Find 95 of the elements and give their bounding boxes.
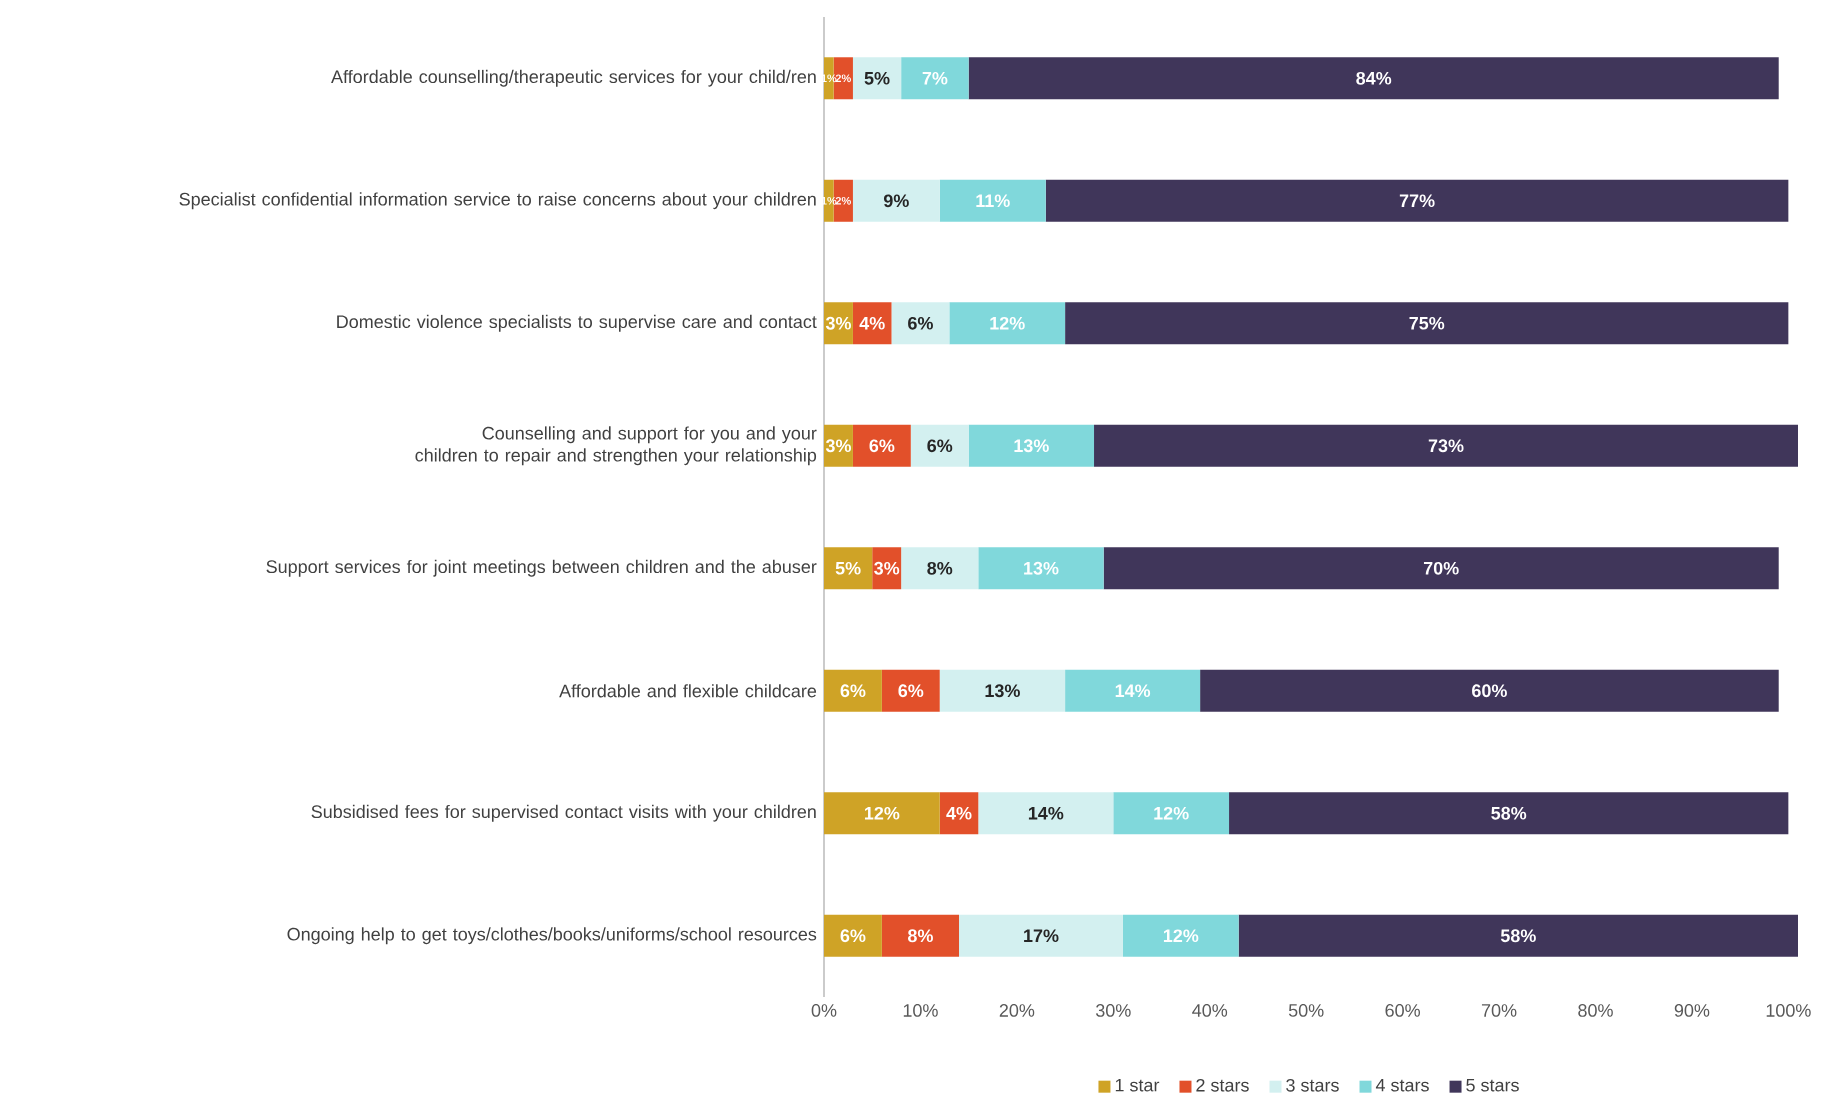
legend-label: 4 stars — [1375, 1078, 1429, 1092]
data-label: 7% — [922, 71, 948, 85]
y-tick-label: Specialist confidential information service to raise concerns about your children — [179, 192, 816, 210]
data-label: 13% — [985, 684, 1020, 698]
y-tick-label: Domestic violence specialists to supervise care and contact — [337, 314, 817, 332]
data-label: 84% — [1356, 71, 1392, 85]
data-label: 11% — [976, 194, 1010, 208]
data-label: 4% — [859, 316, 885, 330]
bar — [1200, 669, 1779, 712]
x-tick-label: 30% — [1095, 1004, 1131, 1017]
bar — [959, 914, 1123, 957]
data-label: 70% — [1423, 561, 1459, 575]
bar — [824, 914, 882, 957]
bar — [978, 547, 1104, 590]
data-label: 6% — [869, 439, 895, 453]
y-tick-label: Affordable and flexible childcare — [559, 684, 817, 698]
x-tick-label: 10% — [903, 1004, 938, 1017]
data-label: 17% — [1024, 929, 1059, 943]
bar — [968, 57, 1779, 100]
data-label: 6% — [927, 439, 953, 453]
data-label: 3% — [825, 316, 851, 330]
bar — [852, 179, 940, 222]
bar — [824, 669, 882, 712]
bar — [1045, 179, 1789, 222]
x-tick-label: 70% — [1481, 1004, 1517, 1017]
bar — [939, 792, 979, 835]
data-label: 3% — [825, 439, 851, 453]
data-label: 14% — [1115, 684, 1151, 698]
x-tick-label: 90% — [1674, 1004, 1710, 1017]
x-tick-label: 60% — [1385, 1004, 1420, 1017]
x-tick-label: 20% — [999, 1004, 1035, 1017]
bar — [939, 179, 1046, 222]
data-label: 6% — [840, 684, 866, 698]
data-label: 12% — [990, 316, 1025, 330]
x-tick-label: 50% — [1288, 1004, 1324, 1017]
bar — [824, 547, 873, 590]
y-tick-label: Ongoing help to get toys/clothes/books/uniforms/school resources — [287, 927, 817, 945]
bar — [1229, 792, 1789, 835]
bar — [1094, 424, 1798, 467]
legend-label: 3 stars — [1286, 1078, 1339, 1092]
data-label: 13% — [1024, 561, 1059, 575]
data-label: 58% — [1491, 806, 1527, 820]
bar — [852, 302, 892, 345]
legend-label: 1 star — [1115, 1078, 1160, 1092]
bar — [1065, 302, 1789, 345]
x-tick-label: 80% — [1578, 1004, 1613, 1017]
y-tick-label: Counselling and support for you and your children to repair and strengthen your relationship — [415, 426, 817, 466]
bar — [881, 914, 960, 957]
bar — [1103, 547, 1779, 590]
bar — [1238, 914, 1798, 957]
x-tick-label: 100% — [1766, 1004, 1811, 1017]
bar — [824, 792, 940, 835]
data-label: 9% — [883, 194, 909, 208]
bar — [901, 57, 969, 100]
bar — [978, 792, 1114, 835]
bar — [881, 669, 940, 712]
bar — [1122, 914, 1239, 957]
bar — [891, 302, 950, 345]
data-label: 12% — [1154, 806, 1189, 820]
bar — [1113, 792, 1230, 835]
bar — [910, 424, 969, 467]
data-label: 6% — [898, 684, 924, 698]
data-label: 3% — [874, 561, 900, 575]
bar — [1065, 669, 1201, 712]
data-label: 60% — [1472, 684, 1507, 698]
legend-label: 2 stars — [1196, 1078, 1249, 1092]
x-tick-label: 40% — [1192, 1004, 1228, 1017]
data-label: 8% — [908, 929, 933, 943]
bar — [901, 547, 979, 590]
data-label: 5% — [864, 71, 890, 85]
data-label: 6% — [840, 929, 866, 943]
data-label: 4% — [946, 806, 972, 820]
bar — [939, 669, 1066, 712]
y-tick-label: Subsidised fees for supervised contact visits with your children — [311, 804, 816, 822]
data-label: 2% — [835, 196, 851, 205]
data-label: 12% — [1163, 929, 1199, 943]
data-label: 58% — [1500, 929, 1536, 943]
x-tick-label: 0% — [811, 1004, 837, 1017]
data-label: 6% — [908, 316, 933, 330]
data-label: 77% — [1399, 194, 1435, 208]
bar — [968, 424, 1095, 467]
data-label: 13% — [1014, 439, 1049, 453]
y-tick-label: Affordable counselling/therapeutic services for your child/ren — [331, 69, 816, 87]
data-label: 8% — [927, 561, 953, 575]
data-label: 14% — [1028, 806, 1064, 820]
data-label: 75% — [1409, 316, 1445, 330]
bar — [852, 57, 902, 100]
bar — [949, 302, 1066, 345]
bar — [852, 424, 911, 467]
data-label: 73% — [1428, 439, 1464, 453]
legend-label: 5 stars — [1466, 1078, 1519, 1092]
data-label: 5% — [835, 561, 861, 575]
data-label: 2% — [835, 74, 851, 83]
data-label: 12% — [864, 806, 900, 820]
y-tick-label: Support services for joint meetings between children and the abuser — [266, 559, 817, 577]
